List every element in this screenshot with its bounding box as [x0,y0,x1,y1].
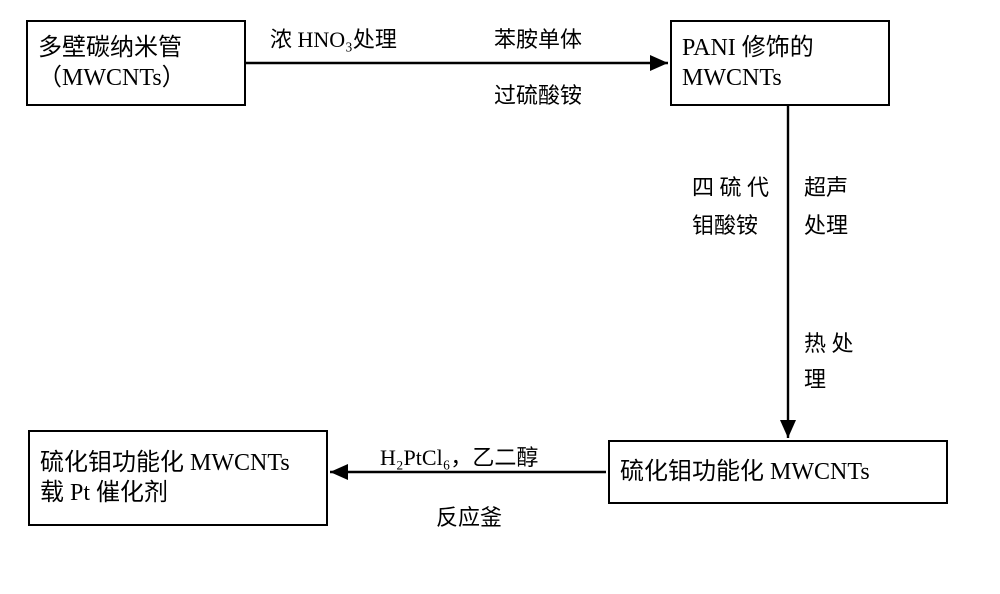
edge-label-autoclave: 反应釜 [436,500,502,532]
edge-label-h2ptcl6: H₂PtCl₆，乙二醇 [380,440,538,472]
node-mwcnt-line1: 多壁碳纳米管 [38,33,182,63]
edge-label-ultrasonic-1: 超声 [804,170,848,202]
edge-label-aps: 过硫酸铵 [494,78,582,110]
node-mwcnt: 多壁碳纳米管 （MWCNTs） [26,20,246,106]
node-pani-mwcnt-line1: PANI 修饰的 [682,33,814,63]
edge-label-aniline: 苯胺单体 [494,22,582,54]
edge-label-thiomolybdate-2: 钼酸铵 [692,208,758,240]
edge-label-hno3: 浓 HNO₃处理 [270,22,397,54]
edge-label-ultrasonic-2: 处理 [804,208,848,240]
node-pt-catalyst: 硫化钼功能化 MWCNTs 载 Pt 催化剂 [28,430,328,526]
node-pt-catalyst-line2: 载 Pt 催化剂 [40,478,168,508]
node-pt-catalyst-line1: 硫化钼功能化 MWCNTs [40,448,290,478]
node-mwcnt-line2: （MWCNTs） [38,63,186,93]
node-pani-mwcnt: PANI 修饰的 MWCNTs [670,20,890,106]
node-pani-mwcnt-line2: MWCNTs [682,63,782,93]
edge-label-thiomolybdate-1: 四 硫 代 [692,170,769,202]
edge-label-heat-2: 理 [804,362,826,394]
edge-label-heat-1: 热 处 [804,326,854,358]
node-mos2-mwcnt-line1: 硫化钼功能化 MWCNTs [620,457,870,487]
node-mos2-mwcnt: 硫化钼功能化 MWCNTs [608,440,948,504]
diagram-stage: 多壁碳纳米管 （MWCNTs） PANI 修饰的 MWCNTs 硫化钼功能化 M… [0,0,1000,594]
